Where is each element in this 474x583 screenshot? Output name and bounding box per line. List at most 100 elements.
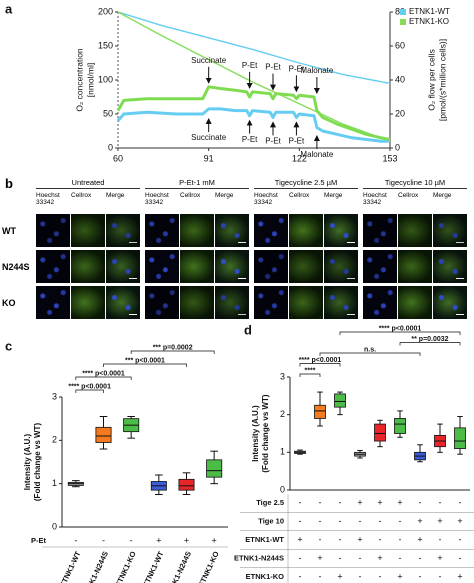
bracket-label: n.s. [364, 346, 376, 353]
row-cell: - [419, 497, 422, 507]
x-tick-label: 153 [382, 153, 397, 163]
y-tick-label: 2 [52, 435, 57, 445]
row-cell: - [359, 516, 362, 526]
legend-label: ETNK1-WT [409, 7, 450, 16]
row-cell: + [417, 534, 422, 544]
micrograph [36, 214, 70, 247]
y-axis-label: (Fold change vs WT) [261, 394, 270, 473]
micrograph [215, 214, 249, 247]
micrograph [289, 250, 323, 283]
y-tick-label: 150 [98, 40, 113, 50]
micrograph [145, 214, 179, 247]
annotation: P-Et [242, 61, 258, 70]
y-tick-label: 200 [98, 6, 113, 16]
micrograph [36, 250, 70, 283]
legend-label: ETNK1-KO [409, 17, 449, 26]
micrograph [433, 250, 467, 283]
micrograph [324, 250, 358, 283]
bracket-label: *** p=0.0002 [153, 344, 193, 351]
channel-label: Hoechst 33342 [254, 192, 278, 206]
micrograph [106, 286, 140, 319]
y2-tick-label: 20 [395, 108, 405, 118]
scale-bar [456, 241, 464, 243]
channel-label: Hoechst 33342 [363, 192, 387, 206]
channel-label: Hoechst 33342 [36, 192, 60, 206]
y-axis-label: [nmol/ml] [85, 63, 95, 97]
micrograph [145, 250, 179, 283]
group-header: Tigecycline 2.5 µM [254, 178, 358, 189]
legend-swatch [400, 9, 406, 15]
bracket-label: **** p<0.0001 [299, 357, 342, 364]
row-cell: - [359, 553, 362, 563]
channel-label: Merge [433, 192, 452, 199]
y2-tick-label: 60 [395, 40, 405, 50]
row-cell: + [417, 516, 422, 526]
row-cell: + [457, 571, 462, 581]
scale-bar [238, 241, 246, 243]
bracket [399, 342, 461, 346]
panel-letter: c [5, 338, 12, 353]
y2-tick-label: 40 [395, 74, 405, 84]
channel-label: Cellrox [180, 192, 201, 199]
group-header: Untreated [36, 178, 140, 189]
data-line [116, 85, 391, 141]
group-header: Tigecycline 10 µM [363, 178, 467, 189]
scale-bar [129, 277, 137, 279]
y-axis-label: (Fold change vs WT) [33, 423, 42, 502]
row-cell: + [377, 497, 382, 507]
row-cell: - [299, 571, 302, 581]
micrograph [71, 286, 105, 319]
bracket [319, 352, 421, 356]
box [334, 393, 346, 408]
row-cell: - [319, 534, 322, 544]
micrograph [180, 214, 214, 247]
row-cell: + [184, 535, 189, 545]
scale-bar [129, 313, 137, 315]
box [374, 423, 386, 442]
row-label: N244S [2, 262, 30, 272]
row-cell: + [212, 535, 217, 545]
bracket [299, 363, 341, 367]
micrograph [71, 214, 105, 247]
x-tick-label: ETNK1-WT [58, 550, 83, 583]
row-cell: - [339, 534, 342, 544]
data-line [117, 11, 391, 142]
row-cell: + [457, 516, 462, 526]
row-cell: + [317, 553, 322, 563]
y-axis-label: O₂ concentration [74, 48, 84, 112]
micrograph [180, 250, 214, 283]
channel-label: Cellrox [71, 192, 92, 199]
row-cell: - [74, 535, 77, 545]
row-cell: - [130, 535, 133, 545]
y-tick-label: 3 [280, 371, 285, 381]
scale-bar [347, 241, 355, 243]
bracket-label: *** p<0.0001 [125, 357, 165, 364]
bracket [130, 350, 215, 354]
micrograph [324, 214, 358, 247]
scale-bar [238, 277, 246, 279]
panel-letter: d [244, 322, 252, 337]
micrograph [363, 214, 397, 247]
panel-letter: b [5, 176, 13, 191]
annotation: Succinate [191, 56, 227, 65]
annotation: P-Et [242, 135, 258, 144]
row-cell: + [357, 534, 362, 544]
row-cell: + [437, 553, 442, 563]
row-cell: - [339, 553, 342, 563]
bracket [299, 373, 321, 377]
row-cell: - [439, 571, 442, 581]
micrograph [433, 214, 467, 247]
y2-axis-label: [pmol/(s*million cells)] [437, 39, 447, 121]
y-tick-label: 1 [52, 478, 57, 488]
annotation: Succinate [191, 133, 227, 142]
annotation: P-Et [265, 63, 281, 72]
row-cell: - [399, 553, 402, 563]
scale-bar [456, 313, 464, 315]
scale-bar [347, 313, 355, 315]
annotation: P-Et [289, 137, 305, 146]
scale-bar [456, 277, 464, 279]
y-tick-label: 0 [52, 521, 57, 531]
micrograph [433, 286, 467, 319]
row-cell: + [397, 571, 402, 581]
